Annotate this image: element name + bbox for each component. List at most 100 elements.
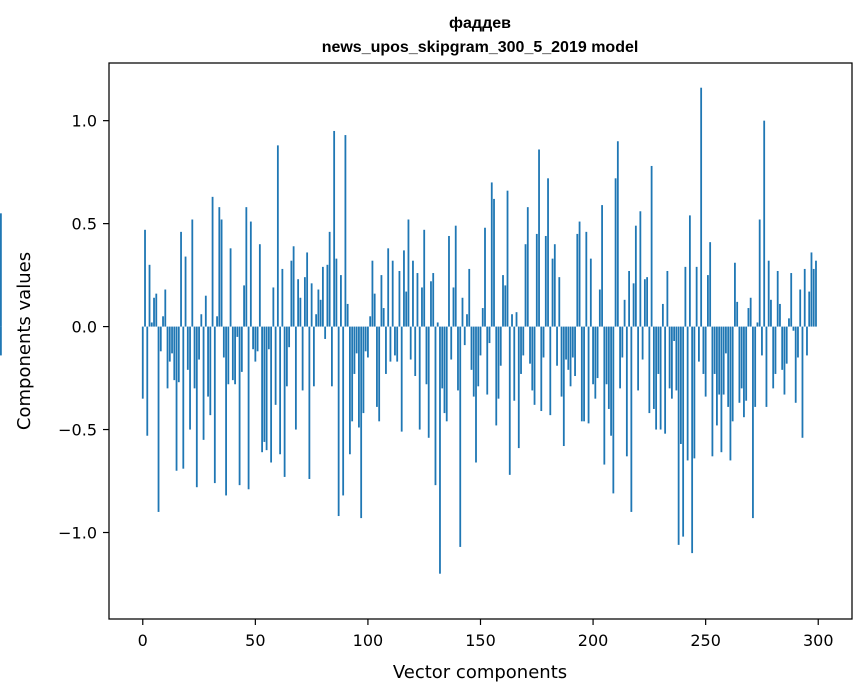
bar-143 [463, 326, 466, 346]
bar-22 [191, 219, 194, 327]
bar-267 [743, 326, 745, 418]
bar-240 [682, 326, 685, 537]
bar-10 [164, 289, 167, 327]
bar-248 [700, 87, 703, 327]
bar-110 [389, 326, 392, 362]
bar-221 [639, 211, 642, 327]
bar-156 [493, 198, 495, 327]
bar-20 [186, 326, 189, 370]
bar-268 [745, 326, 748, 401]
bar-104 [376, 326, 378, 407]
bar-59 [274, 326, 277, 405]
bar-296 [808, 291, 811, 327]
y-tick-label: 0.0 [72, 318, 97, 337]
bar-12 [168, 326, 171, 362]
bar-178 [542, 326, 545, 358]
bar-180 [547, 178, 549, 327]
bar-82 [326, 264, 329, 327]
bar-15 [175, 326, 178, 471]
bar-23 [193, 326, 196, 389]
bar-256 [718, 326, 721, 395]
bar-259 [725, 326, 727, 354]
y-axis-label: Components values [14, 252, 35, 430]
bar-200 [592, 326, 594, 385]
bar-27 [202, 326, 205, 440]
bar-109 [387, 248, 390, 327]
bar-175 [535, 233, 538, 327]
bar-63 [283, 326, 286, 477]
x-tick-label: 250 [690, 631, 721, 650]
bar-75 [310, 283, 313, 327]
bar-212 [619, 326, 621, 389]
bar-237 [675, 326, 678, 391]
bar-138 [452, 287, 455, 327]
x-tick-label: 0 [138, 631, 148, 650]
bar-273 [756, 322, 759, 327]
bar-64 [285, 326, 288, 387]
bar-135 [445, 326, 448, 422]
bar-108 [385, 326, 387, 374]
bar-127 [427, 326, 430, 438]
bar-73 [306, 252, 309, 327]
bar-90 [344, 135, 347, 327]
bar-166 [515, 312, 518, 327]
bar-230 [659, 326, 662, 430]
bar-217 [630, 326, 633, 512]
bar-220 [637, 326, 640, 391]
bar-164 [511, 314, 513, 327]
bar-66 [290, 260, 293, 327]
x-tick-label: 50 [245, 631, 265, 650]
bar-194 [578, 221, 581, 327]
bar-58 [272, 287, 275, 327]
bar-155 [490, 182, 493, 327]
bar-171 [526, 207, 529, 327]
bar-192 [574, 326, 576, 377]
bar-257 [720, 326, 723, 453]
bar-112 [394, 326, 396, 356]
bar-174 [533, 326, 536, 405]
bar-24 [195, 326, 198, 488]
bar-80 [321, 266, 324, 327]
bar-106 [380, 275, 383, 327]
bar-21 [189, 326, 191, 430]
bar-40 [231, 326, 234, 381]
bar-13 [171, 326, 173, 354]
bar-136 [448, 235, 450, 327]
bar-281 [774, 326, 777, 374]
bar-196 [583, 326, 585, 422]
bar-29 [207, 326, 209, 397]
bar-276 [763, 120, 766, 327]
bar-124 [421, 287, 423, 327]
bar-101 [369, 316, 372, 327]
bar-78 [317, 289, 320, 327]
bar-277 [765, 326, 768, 407]
bar-103 [373, 293, 376, 327]
bar-16 [177, 326, 180, 383]
bar-162 [506, 190, 509, 327]
bar-284 [781, 326, 784, 370]
bar-168 [520, 326, 522, 374]
bar-255 [716, 326, 718, 426]
bar-161 [504, 285, 507, 327]
bar-51 [256, 326, 259, 352]
bar-270 [749, 297, 752, 327]
bar-71 [301, 326, 304, 391]
bar-297 [810, 252, 813, 327]
bar-43 [238, 326, 241, 486]
bar-19 [184, 256, 187, 327]
bar-203 [598, 289, 601, 327]
bar-163 [508, 326, 511, 475]
bar-242 [686, 326, 689, 461]
bar-48 [249, 221, 252, 327]
bar-83 [328, 231, 331, 327]
bar-42 [236, 326, 239, 337]
bar-95 [355, 326, 358, 354]
bar-199 [589, 258, 592, 327]
bar-283 [779, 303, 781, 327]
bar-118 [407, 219, 410, 327]
bar-198 [587, 326, 590, 424]
bar-3 [148, 264, 151, 327]
bar-32 [213, 326, 216, 484]
bar-227 [652, 326, 655, 409]
